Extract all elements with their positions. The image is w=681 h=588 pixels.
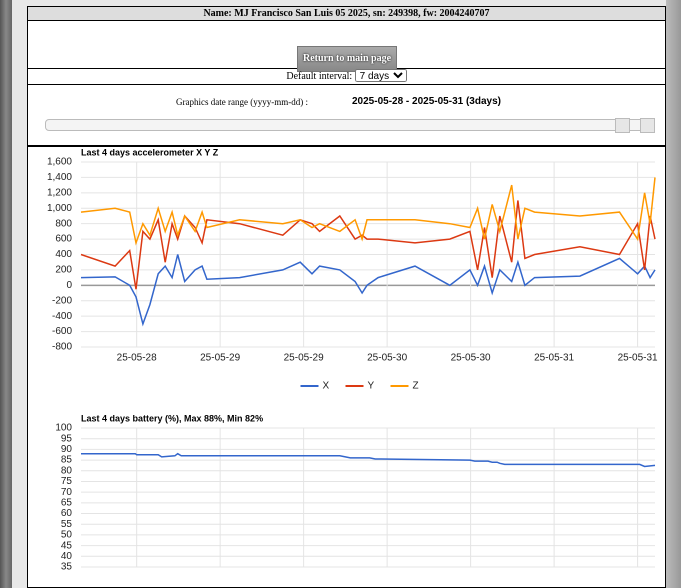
- date-range-value: 2025-05-28 - 2025-05-31 (3days): [352, 96, 501, 107]
- y-tick-label: 0: [66, 280, 72, 291]
- data-line: [81, 452, 656, 468]
- y-tick-label: 55: [61, 519, 73, 530]
- y-tick-label: -400: [52, 311, 72, 322]
- y-tick-label: 1,600: [47, 157, 72, 168]
- slider-handle[interactable]: [640, 118, 655, 133]
- divider: [28, 146, 665, 147]
- y-tick-label: 80: [61, 465, 73, 476]
- button-row: Return to main page: [28, 21, 665, 72]
- y-tick-label: 60: [61, 508, 73, 519]
- y-tick-label: 800: [55, 218, 72, 229]
- x-tick-label: 25-05-29: [284, 353, 324, 364]
- header: Name: MJ Francisco San Luis 05 2025, sn:…: [28, 7, 665, 21]
- y-tick-label: 50: [61, 530, 73, 541]
- x-tick-label: 25-05-31: [534, 353, 574, 364]
- y-tick-label: 90: [61, 444, 73, 455]
- date-range-label: Graphics date range (yyyy-mm-dd) :: [176, 97, 308, 107]
- data-line: [80, 200, 656, 290]
- x-tick-label: 25-05-31: [618, 353, 658, 364]
- data-line: [80, 177, 656, 246]
- chart-title: Last 4 days accelerometer X Y Z: [81, 147, 219, 157]
- y-tick-label: 40: [61, 551, 73, 562]
- panel: Name: MJ Francisco San Luis 05 2025, sn:…: [27, 6, 666, 588]
- y-tick-label: 1,400: [47, 172, 72, 183]
- y-tick-label: 70: [61, 487, 73, 498]
- y-tick-label: 95: [61, 433, 73, 444]
- date-row: Graphics date range (yyyy-mm-dd) : 2025-…: [28, 85, 665, 146]
- y-tick-label: -200: [52, 295, 72, 306]
- y-tick-label: 1,200: [47, 187, 72, 198]
- chart-title: Last 4 days battery (%), Max 88%, Min 82…: [81, 413, 263, 423]
- y-tick-label: 1,000: [47, 203, 72, 214]
- return-button[interactable]: Return to main page: [297, 46, 397, 72]
- interval-label: Default interval:: [286, 71, 353, 82]
- charts: Last 4 days accelerometer X Y Z -800 -600 -…: [28, 146, 665, 573]
- legend-label: Z: [413, 381, 419, 392]
- data-line: [80, 254, 656, 327]
- x-tick-label: 25-05-30: [451, 353, 491, 364]
- y-tick-label: 600: [55, 234, 72, 245]
- x-tick-label: 25-05-28: [117, 353, 157, 364]
- interval-row: Default interval: 7 days: [28, 69, 665, 85]
- y-tick-label: -600: [52, 326, 72, 337]
- device-name: Name: MJ Francisco San Luis 05 2025, sn:…: [203, 8, 490, 19]
- y-tick-label: 100: [55, 423, 72, 434]
- y-tick-label: 85: [61, 455, 73, 466]
- y-tick-label: 400: [55, 249, 72, 260]
- y-tick-label: 65: [61, 497, 73, 508]
- y-tick-label: -800: [52, 342, 72, 353]
- x-tick-label: 25-05-29: [200, 353, 240, 364]
- y-tick-label: 45: [61, 540, 73, 551]
- x-tick-label: 25-05-30: [367, 353, 407, 364]
- slider-handle[interactable]: [615, 118, 630, 133]
- legend-label: Y: [368, 381, 375, 392]
- y-tick-label: 75: [61, 476, 73, 487]
- y-tick-label: 200: [55, 265, 72, 276]
- y-tick-label: 35: [61, 562, 73, 573]
- interval-select[interactable]: 7 days: [354, 69, 407, 82]
- legend-label: X: [323, 381, 330, 392]
